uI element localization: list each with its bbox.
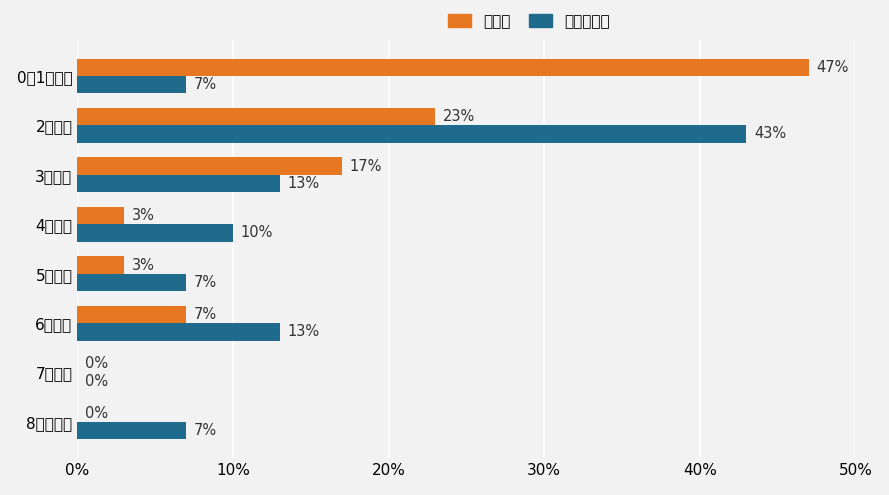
Bar xyxy=(77,157,342,175)
Bar xyxy=(77,58,809,76)
Bar xyxy=(77,306,186,323)
Text: 0%: 0% xyxy=(85,356,108,372)
Text: 7%: 7% xyxy=(194,307,217,322)
Text: 17%: 17% xyxy=(349,158,382,174)
Bar xyxy=(77,256,124,274)
Text: 47%: 47% xyxy=(816,60,849,75)
Legend: 平常時, 本試験直前: 平常時, 本試験直前 xyxy=(448,14,609,29)
Text: 7%: 7% xyxy=(194,423,217,438)
Bar xyxy=(77,125,747,143)
Bar xyxy=(77,175,279,192)
Bar xyxy=(77,224,233,242)
Bar xyxy=(77,76,186,93)
Bar xyxy=(77,422,186,440)
Text: 0%: 0% xyxy=(85,374,108,389)
Bar xyxy=(77,323,279,341)
Bar xyxy=(77,108,436,125)
Text: 3%: 3% xyxy=(132,257,155,273)
Text: 7%: 7% xyxy=(194,275,217,290)
Text: 23%: 23% xyxy=(443,109,476,124)
Text: 13%: 13% xyxy=(287,324,319,340)
Bar xyxy=(77,207,124,224)
Text: 43%: 43% xyxy=(754,127,787,142)
Text: 13%: 13% xyxy=(287,176,319,191)
Bar xyxy=(77,274,186,291)
Text: 3%: 3% xyxy=(132,208,155,223)
Text: 10%: 10% xyxy=(241,225,273,241)
Text: 7%: 7% xyxy=(194,77,217,92)
Text: 0%: 0% xyxy=(85,406,108,421)
